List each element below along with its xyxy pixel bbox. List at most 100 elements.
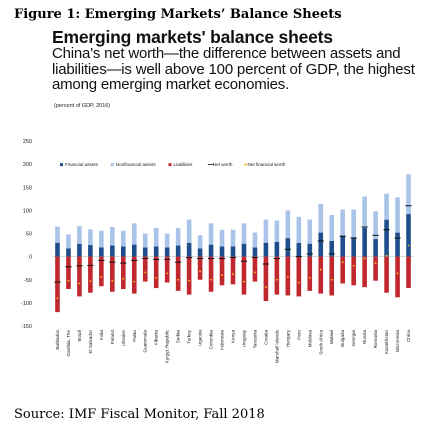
- net-financial-worth-marker: [144, 271, 147, 274]
- liabilities-bar: [384, 256, 389, 293]
- y-tick-label: 250: [23, 139, 32, 145]
- category-label: Croatia: [263, 330, 268, 345]
- nonfinancial-assets-bar: [406, 174, 411, 215]
- category-label: Georgia: [351, 330, 356, 347]
- legend-label: Financial assets: [65, 162, 99, 167]
- financial-assets-bar: [274, 241, 280, 257]
- nonfinancial-assets-bar: [142, 233, 148, 248]
- liabilities-bar: [406, 256, 411, 289]
- nonfinancial-assets-bar: [131, 223, 137, 245]
- financial-assets-bar: [263, 242, 269, 257]
- financial-assets-bar: [88, 245, 93, 257]
- net-financial-worth-marker: [330, 278, 333, 281]
- liabilities-bar: [55, 256, 60, 313]
- category-label: Guatemala: [143, 330, 148, 353]
- nonfinancial-assets-bar: [197, 235, 203, 249]
- net-financial-worth-marker: [243, 280, 245, 283]
- financial-assets-bar: [153, 246, 159, 257]
- category-label: Hungary: [285, 329, 290, 347]
- liabilities-bar: [318, 256, 324, 294]
- net-financial-worth-marker: [407, 244, 410, 247]
- liabilities-bar: [296, 256, 302, 297]
- chart-title: Emerging markets' balance sheets: [52, 27, 333, 47]
- y-tick-label: 0: [29, 255, 32, 261]
- y-tick-label: -100: [21, 301, 32, 307]
- category-label: Uganda: [198, 330, 203, 347]
- nonfinancial-assets-bar: [55, 226, 60, 243]
- y-tick-label: 50: [26, 232, 32, 238]
- financial-assets-bar: [219, 246, 225, 257]
- liabilities-bar: [99, 256, 104, 287]
- legend-label: Net worth: [213, 162, 233, 167]
- nonfinancial-assets-bar: [296, 216, 302, 243]
- net-financial-worth-marker: [308, 277, 311, 279]
- category-label: Kazakhstan: [384, 330, 389, 354]
- liabilities-bar: [362, 256, 367, 288]
- category-label: Bulgaria: [340, 330, 345, 347]
- category-label: Indonesia: [220, 330, 225, 350]
- liabilities-bar: [142, 256, 148, 282]
- financial-assets-bar: [362, 227, 367, 257]
- nonfinancial-assets-bar: [307, 219, 313, 244]
- nonfinancial-assets-bar: [208, 223, 214, 245]
- financial-assets-bar: [241, 243, 247, 257]
- financial-assets-bar: [252, 247, 258, 257]
- source-note: Source: IMF Fiscal Monitor, Fall 2018: [14, 407, 265, 422]
- y-tick-label: -150: [21, 324, 32, 330]
- financial-assets-bar: [175, 245, 181, 257]
- category-label: Turkey: [187, 329, 192, 344]
- legend-swatch: [110, 163, 114, 167]
- y-tick-label: -50: [24, 278, 32, 284]
- nonfinancial-assets-bar: [285, 210, 291, 239]
- net-financial-worth-marker: [133, 280, 136, 283]
- category-label: Malawi: [329, 330, 334, 344]
- legend-label: Net financial worth: [248, 162, 286, 167]
- net-financial-worth-marker: [111, 279, 114, 282]
- liabilities-bar: [252, 256, 258, 282]
- net-financial-worth-marker: [210, 278, 212, 281]
- y-tick-label: 200: [23, 162, 32, 168]
- net-financial-worth-marker: [385, 254, 388, 257]
- legend-swatch: [244, 163, 247, 166]
- nonfinancial-assets-bar: [66, 234, 71, 249]
- category-label: Peru: [296, 330, 301, 340]
- nonfinancial-assets-bar: [340, 209, 346, 236]
- liabilities-bar: [186, 256, 192, 295]
- financial-assets-bar: [110, 245, 115, 257]
- net-financial-worth-marker: [89, 280, 92, 283]
- category-label: Kyrgyz Republic: [165, 329, 170, 363]
- liabilities-bar: [329, 256, 335, 296]
- liabilities-bar: [230, 256, 236, 285]
- nonfinancial-assets-bar: [384, 193, 389, 220]
- net-financial-worth-marker: [319, 268, 322, 271]
- net-financial-worth-marker: [286, 276, 289, 278]
- liabilities-bar: [66, 256, 71, 289]
- balance-sheet-chart: 250 200 150 100 50 0 -50 -100 -150 Financial asse…: [21, 139, 414, 363]
- unit-note: (percent of GDP, 2016): [54, 103, 111, 109]
- category-label: Ukraine: [121, 330, 126, 346]
- category-label: Moldova: [307, 330, 312, 348]
- category-label: Uruguay: [241, 329, 246, 347]
- financial-assets-bar: [373, 239, 378, 257]
- nonfinancial-assets-bar: [395, 197, 400, 233]
- nonfinancial-assets-bar: [175, 227, 181, 246]
- category-label: India: [99, 330, 104, 340]
- net-financial-worth-marker: [297, 281, 300, 284]
- liabilities-bar: [274, 256, 280, 295]
- category-label: Russia: [362, 330, 367, 344]
- liabilities-bar: [285, 256, 291, 296]
- nonfinancial-assets-bar: [120, 230, 126, 247]
- liabilities-bar: [175, 256, 181, 291]
- financial-assets-bar: [186, 242, 192, 257]
- category-label: China: [406, 330, 411, 342]
- financial-assets-bar: [77, 243, 82, 257]
- nonfinancial-assets-bar: [164, 233, 170, 248]
- category-label: Brazil: [77, 330, 82, 342]
- y-tick-label: 100: [23, 208, 32, 214]
- net-financial-worth-marker: [221, 274, 223, 277]
- nonfinancial-assets-bar: [110, 227, 115, 246]
- financial-assets-bar: [131, 244, 137, 257]
- category-label: South Africa: [318, 330, 323, 355]
- net-financial-worth-marker: [363, 257, 366, 260]
- financial-assets-bar: [318, 232, 324, 257]
